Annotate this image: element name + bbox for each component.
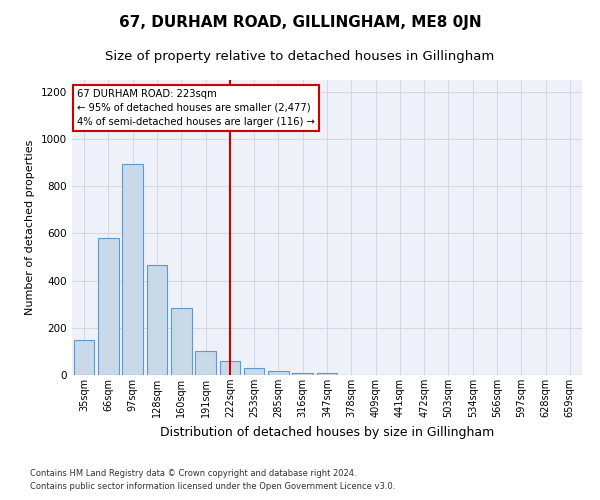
Bar [292,372,313,375]
Bar [195,352,216,375]
Bar [171,308,191,375]
Bar [220,361,240,375]
Text: 67, DURHAM ROAD, GILLINGHAM, ME8 0JN: 67, DURHAM ROAD, GILLINGHAM, ME8 0JN [119,15,481,30]
Y-axis label: Number of detached properties: Number of detached properties [25,140,35,315]
Text: Contains HM Land Registry data © Crown copyright and database right 2024.: Contains HM Land Registry data © Crown c… [30,468,356,477]
Text: 67 DURHAM ROAD: 223sqm
← 95% of detached houses are smaller (2,477)
4% of semi-d: 67 DURHAM ROAD: 223sqm ← 95% of detached… [77,89,315,127]
Bar [317,372,337,375]
Bar [244,368,265,375]
Text: Size of property relative to detached houses in Gillingham: Size of property relative to detached ho… [106,50,494,63]
Bar [268,371,289,375]
Bar [74,340,94,375]
Bar [98,238,119,375]
Bar [146,266,167,375]
Text: Contains public sector information licensed under the Open Government Licence v3: Contains public sector information licen… [30,482,395,491]
X-axis label: Distribution of detached houses by size in Gillingham: Distribution of detached houses by size … [160,426,494,438]
Bar [122,164,143,375]
